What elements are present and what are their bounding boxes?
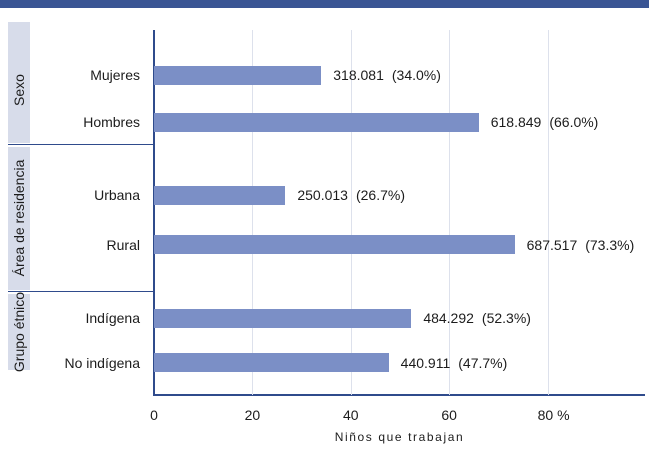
- value-count-label: 318.081: [333, 67, 384, 83]
- value-count-label: 687.517: [526, 236, 578, 253]
- bar: [154, 112, 479, 132]
- gridline: [449, 30, 451, 395]
- group-band: [8, 147, 30, 290]
- category-label: Urbana: [94, 187, 140, 203]
- value-label: 250.013 (26.7%): [297, 187, 405, 203]
- x-axis-line: [153, 394, 645, 396]
- group-label: Sexo: [11, 74, 27, 106]
- gridline: [547, 30, 549, 395]
- category-label: Rural: [106, 236, 140, 253]
- group-separator-line: [8, 144, 154, 145]
- value-percent-label: (26.7%): [355, 187, 405, 203]
- value-percent-label: (73.3%): [585, 236, 635, 253]
- group-label: Área de residencia: [11, 159, 27, 277]
- value-label: 440.911 (47.7%): [401, 355, 508, 371]
- x-axis-title: Niños que trabajan: [334, 430, 465, 444]
- value-label: 318.081 (34.0%): [333, 67, 441, 83]
- x-tick-label: 80 %: [537, 407, 570, 423]
- group-separator-line: [8, 291, 154, 292]
- category-label: Hombres: [83, 114, 140, 130]
- value-label: 484.292 (52.3%): [423, 310, 531, 326]
- value-percent-label: (66.0%): [549, 114, 599, 130]
- x-tick-label: 40: [343, 407, 359, 423]
- bar: [154, 353, 389, 372]
- value-count-label: 618.849: [490, 114, 542, 130]
- group-band: [8, 22, 30, 143]
- bar: [154, 65, 322, 85]
- x-tick-label: 60: [441, 407, 457, 423]
- value-label: 618.849 (66.0%): [491, 114, 599, 130]
- x-tick-label: 0: [150, 407, 158, 423]
- value-percent-label: (52.3%): [481, 310, 531, 326]
- y-axis-line: [153, 30, 155, 396]
- category-label: No indígena: [64, 354, 140, 371]
- value-count-label: 440.911: [400, 354, 451, 371]
- group-band: [8, 294, 30, 370]
- gridline: [350, 30, 352, 395]
- value-percent-label: (47.7%): [458, 354, 508, 371]
- header-band: [0, 0, 649, 8]
- category-label: Mujeres: [90, 67, 140, 83]
- value-label: 687.517 (73.3%): [527, 237, 635, 253]
- value-count-label: 484.292: [423, 310, 474, 326]
- value-percent-label: (34.0%): [391, 67, 441, 83]
- gridline: [252, 30, 254, 395]
- value-count-label: 250.013: [297, 187, 348, 203]
- bar: [154, 185, 286, 205]
- bar: [154, 235, 515, 254]
- x-tick-label: 20: [244, 407, 261, 423]
- category-label: Indígena: [85, 310, 141, 326]
- bar: [154, 308, 412, 328]
- group-label: Grupo étnico: [11, 291, 27, 373]
